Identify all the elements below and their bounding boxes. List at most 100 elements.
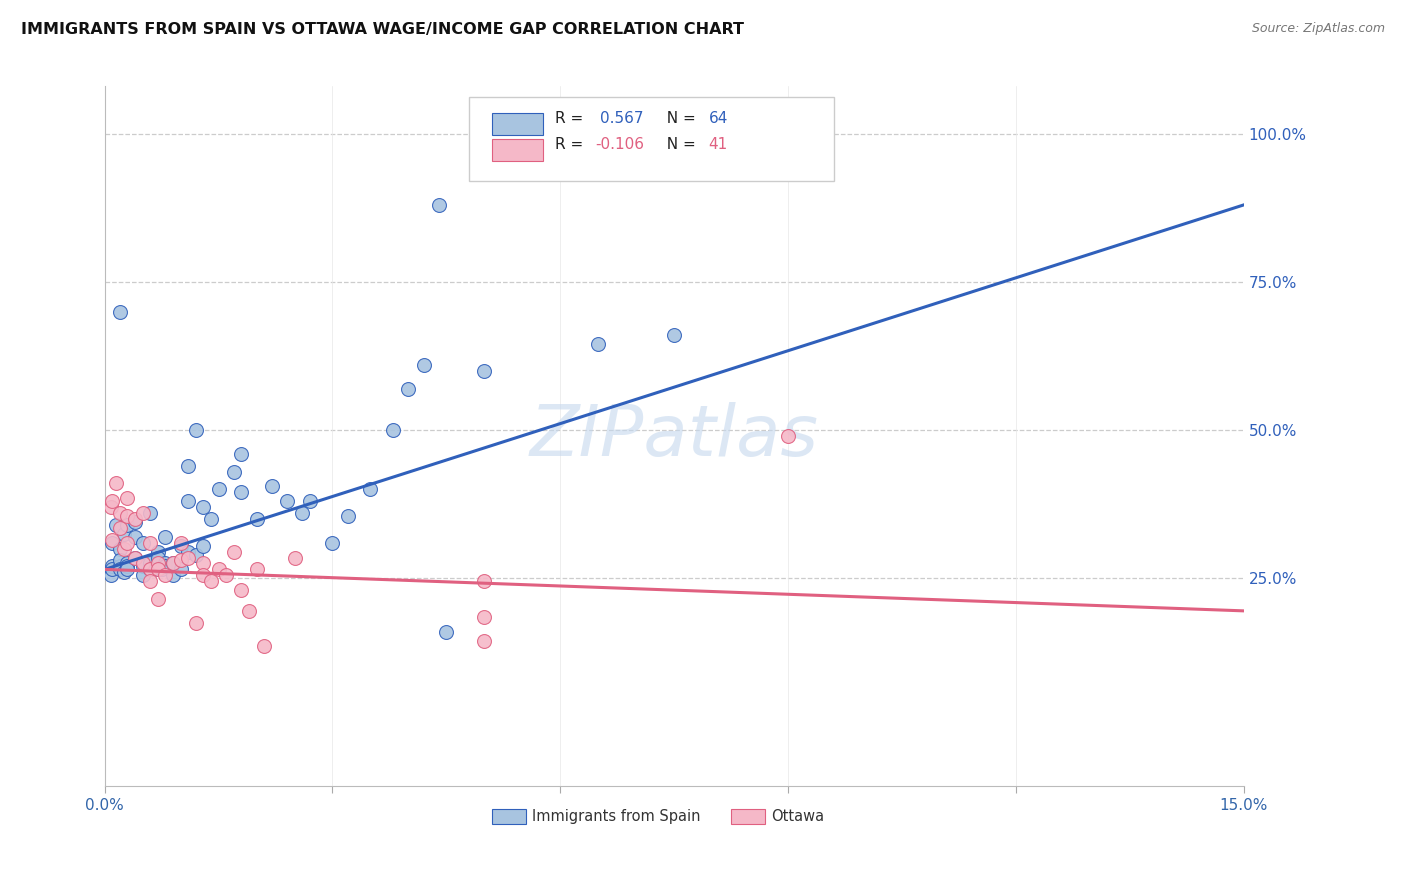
Point — [222, 465, 245, 479]
Point — [101, 535, 124, 549]
Point — [146, 592, 169, 607]
Point — [474, 364, 496, 378]
Point — [184, 423, 207, 437]
Point — [177, 458, 200, 473]
Point — [427, 198, 450, 212]
Point — [150, 562, 173, 576]
Point — [169, 553, 191, 567]
Point — [112, 566, 135, 580]
Point — [474, 574, 496, 589]
Text: 0.567: 0.567 — [600, 112, 644, 127]
Point — [155, 530, 177, 544]
Point — [177, 494, 200, 508]
Point — [298, 494, 321, 508]
Point — [162, 557, 184, 571]
FancyBboxPatch shape — [492, 113, 543, 136]
Point — [100, 568, 122, 582]
Text: Ottawa: Ottawa — [770, 809, 824, 824]
Point — [436, 624, 458, 639]
Point — [200, 574, 222, 589]
FancyBboxPatch shape — [731, 809, 765, 824]
Point — [222, 544, 245, 558]
Point — [184, 615, 207, 630]
Point — [193, 539, 215, 553]
Point — [101, 559, 124, 574]
Point — [146, 557, 169, 571]
Point — [588, 337, 610, 351]
Point — [283, 550, 305, 565]
Point — [108, 304, 131, 318]
Point — [474, 609, 496, 624]
Point — [101, 562, 124, 576]
Point — [207, 483, 229, 497]
Point — [108, 553, 131, 567]
Point — [131, 559, 153, 574]
Point — [146, 550, 169, 565]
Point — [139, 574, 162, 589]
Point — [155, 557, 177, 571]
Point — [108, 521, 131, 535]
FancyBboxPatch shape — [470, 97, 834, 181]
Point — [139, 506, 162, 520]
Point — [177, 550, 200, 565]
Point — [162, 568, 184, 582]
Point — [124, 512, 146, 526]
Text: R =: R = — [554, 112, 592, 127]
Point — [124, 530, 146, 544]
Point — [112, 526, 135, 541]
Point — [162, 557, 184, 571]
Point — [200, 512, 222, 526]
Point — [184, 548, 207, 562]
Text: IMMIGRANTS FROM SPAIN VS OTTAWA WAGE/INCOME GAP CORRELATION CHART: IMMIGRANTS FROM SPAIN VS OTTAWA WAGE/INC… — [21, 22, 744, 37]
Text: R =: R = — [554, 137, 588, 153]
Point — [146, 562, 169, 576]
Point — [231, 447, 253, 461]
Point — [276, 494, 298, 508]
Point — [124, 550, 146, 565]
Text: N =: N = — [657, 137, 700, 153]
Point — [474, 633, 496, 648]
Point — [105, 517, 128, 532]
Point — [215, 568, 238, 582]
FancyBboxPatch shape — [492, 139, 543, 161]
Point — [117, 562, 139, 576]
FancyBboxPatch shape — [492, 809, 526, 824]
Point — [193, 557, 215, 571]
Point — [124, 515, 146, 529]
Point — [169, 539, 191, 553]
Point — [124, 550, 146, 565]
Text: Immigrants from Spain: Immigrants from Spain — [531, 809, 700, 824]
Point — [193, 568, 215, 582]
Point — [193, 500, 215, 515]
Point — [139, 535, 162, 549]
Point — [260, 479, 283, 493]
Text: 64: 64 — [709, 112, 728, 127]
Point — [108, 562, 131, 576]
Point — [155, 568, 177, 582]
Point — [139, 562, 162, 576]
Point — [131, 557, 153, 571]
Point — [108, 506, 131, 520]
Point — [117, 517, 139, 532]
Point — [139, 562, 162, 576]
Point — [131, 506, 153, 520]
Point — [412, 358, 434, 372]
Text: -0.106: -0.106 — [596, 137, 644, 153]
Point — [169, 562, 191, 576]
Point — [321, 535, 343, 549]
Point — [117, 509, 139, 524]
Point — [382, 423, 405, 437]
Point — [100, 500, 122, 515]
Point — [336, 509, 359, 524]
Point — [117, 491, 139, 506]
Point — [238, 604, 260, 618]
Point — [108, 541, 131, 556]
Point — [105, 476, 128, 491]
Point — [231, 583, 253, 598]
Text: ZIPatlas: ZIPatlas — [530, 401, 818, 471]
Point — [139, 557, 162, 571]
Point — [146, 562, 169, 576]
Point — [396, 382, 419, 396]
Point — [664, 328, 686, 343]
Text: N =: N = — [657, 112, 700, 127]
